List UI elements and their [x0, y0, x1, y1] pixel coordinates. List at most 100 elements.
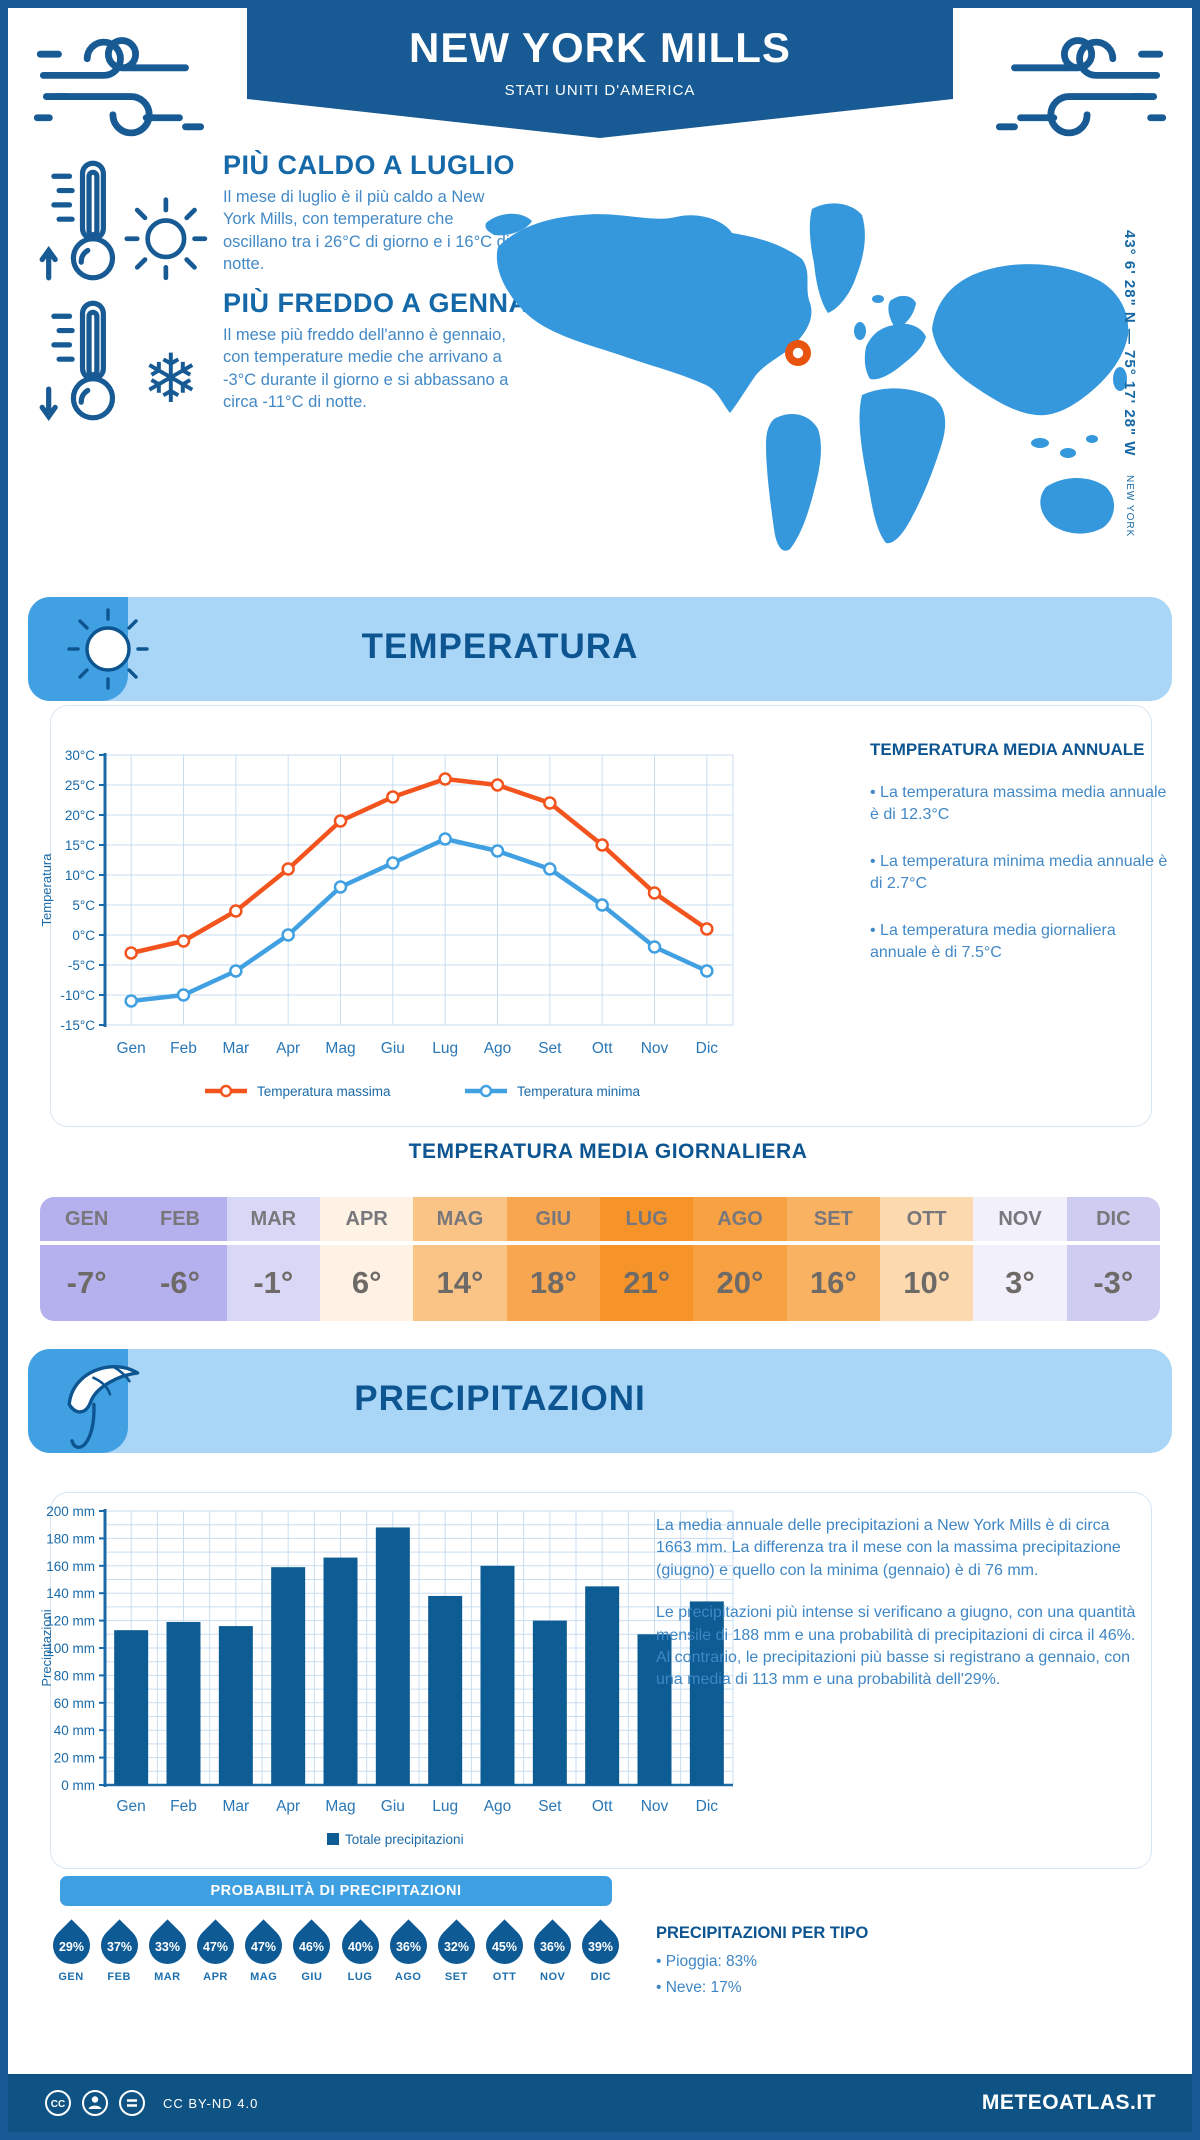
droplet-value: 33%	[154, 1940, 180, 1954]
droplet-value: 29%	[58, 1940, 84, 1954]
svg-text:Ago: Ago	[484, 1798, 512, 1815]
title-ribbon: NEW YORK MILLS STATI UNITI D'AMERICA	[247, 8, 953, 138]
svg-text:Temperatura minima: Temperatura minima	[517, 1084, 641, 1099]
thermometer-up-icon	[39, 160, 116, 281]
droplet-month: FEB	[107, 1971, 131, 1983]
precipitation-type-panel: PRECIPITAZIONI PER TIPO • Pioggia: 83% •…	[656, 1924, 1076, 2005]
svg-text:Apr: Apr	[276, 1040, 300, 1057]
page-title: NEW YORK MILLS	[409, 24, 791, 71]
thermometer-down-icon	[39, 300, 116, 421]
table-month-cell: AGO	[693, 1197, 787, 1241]
svg-text:Mar: Mar	[222, 1040, 249, 1057]
precipitation-banner: PRECIPITAZIONI	[28, 1349, 1172, 1453]
svg-text:5°C: 5°C	[72, 898, 95, 913]
temperature-bullet: • La temperatura minima media annuale è …	[870, 852, 1168, 893]
svg-text:Lug: Lug	[432, 1040, 458, 1057]
svg-text:200 mm: 200 mm	[46, 1504, 95, 1519]
temperature-annual-title: TEMPERATURA MEDIA ANNUALE	[870, 740, 1145, 759]
svg-text:100 mm: 100 mm	[46, 1641, 95, 1656]
table-value-cell: 18°	[506, 1245, 600, 1321]
droplet-icon: 32%	[430, 1919, 483, 1972]
sun-icon	[124, 197, 208, 281]
svg-text:20 mm: 20 mm	[54, 1751, 95, 1766]
warm-text: Il mese di luglio è il più caldo a New Y…	[223, 188, 510, 273]
droplet-icon: 39%	[574, 1919, 628, 1972]
precipitation-paragraph: Le precipitazioni più intense si verific…	[656, 1604, 1136, 1689]
svg-text:20°C: 20°C	[65, 808, 95, 823]
droplet-value: 39%	[588, 1940, 614, 1954]
droplet-icon: 40%	[333, 1919, 387, 1972]
table-month-cell: NOV	[973, 1197, 1067, 1241]
table-value-cell: 10°	[880, 1245, 974, 1321]
droplet-icon: 29%	[44, 1919, 98, 1972]
svg-text:Gen: Gen	[117, 1798, 146, 1815]
svg-text:Gen: Gen	[117, 1040, 146, 1057]
table-month-cell: APR	[320, 1197, 414, 1241]
droplet-month: MAG	[250, 1971, 278, 1983]
table-month-cell: MAR	[226, 1197, 320, 1241]
droplet-value: 36%	[540, 1940, 566, 1954]
umbrella-banner-icon	[67, 1364, 140, 1449]
table-value-cell: 6°	[320, 1245, 414, 1321]
droplet-value: 47%	[251, 1940, 277, 1954]
svg-text:Ott: Ott	[592, 1798, 613, 1815]
svg-text:80 mm: 80 mm	[54, 1668, 95, 1683]
droplet-month: NOV	[540, 1971, 566, 1983]
droplet-icon: 37%	[93, 1919, 146, 1972]
table-month-cell: GEN	[40, 1197, 134, 1241]
table-value-cell: 16°	[786, 1245, 880, 1321]
precipitation-type-item: • Pioggia: 83%	[656, 1953, 758, 1970]
cc-icon: CC	[45, 2090, 71, 2116]
droplet-icon: 36%	[382, 1919, 435, 1972]
probability-header: PROBABILITÀ DI PRECIPITAZIONI	[60, 1876, 612, 1906]
temperature-daily-title: TEMPERATURA MEDIA GIORNALIERA	[408, 1140, 808, 1163]
probability-drop-item: 29% GEN	[44, 1912, 98, 1983]
probability-drop-item: 37% FEB	[93, 1912, 146, 1983]
page-subtitle: STATI UNITI D'AMERICA	[504, 82, 696, 99]
table-value-cell: -7°	[40, 1245, 134, 1321]
droplet-month: AGO	[394, 1971, 422, 1983]
svg-text:Nov: Nov	[641, 1040, 669, 1057]
svg-text:10°C: 10°C	[65, 868, 95, 883]
droplet-month: APR	[203, 1971, 228, 1983]
warm-icon-group	[38, 158, 213, 288]
svg-text:140 mm: 140 mm	[46, 1586, 95, 1601]
cold-icon-group: ❄	[38, 298, 213, 428]
svg-text:Set: Set	[538, 1040, 562, 1057]
table-value-cell: 21°	[600, 1245, 694, 1321]
svg-text:Ott: Ott	[592, 1040, 613, 1057]
svg-text:160 mm: 160 mm	[46, 1559, 95, 1574]
svg-text:Temperatura massima: Temperatura massima	[257, 1084, 391, 1099]
droplet-value: 37%	[106, 1940, 132, 1954]
precipitation-paragraph: La media annuale delle precipitazioni a …	[656, 1517, 1121, 1579]
droplet-icon: 47%	[189, 1919, 242, 1972]
table-month-cell: DIC	[1066, 1197, 1160, 1241]
table-value-cell: -3°	[1066, 1245, 1160, 1321]
table-month-cell: GIU	[506, 1197, 600, 1241]
site-link[interactable]: METEOATLAS.IT	[981, 2091, 1156, 2114]
droplet-icon: 46%	[285, 1919, 339, 1972]
temperature-section-title: TEMPERATURA	[361, 627, 639, 666]
table-month-cell: OTT	[880, 1197, 974, 1241]
table-value-cell: 14°	[413, 1245, 507, 1321]
svg-text:Giu: Giu	[381, 1040, 405, 1057]
cold-title: PIÙ FREDDO A GENNAIO	[223, 288, 559, 318]
svg-text:180 mm: 180 mm	[46, 1531, 95, 1546]
droplet-icon: 45%	[478, 1919, 531, 1972]
droplet-value: 32%	[443, 1940, 469, 1954]
svg-text:0 mm: 0 mm	[61, 1778, 95, 1793]
svg-text:15°C: 15°C	[65, 838, 95, 853]
wind-icon	[995, 37, 1167, 137]
table-value-cell: 20°	[693, 1245, 787, 1321]
svg-text:60 mm: 60 mm	[54, 1696, 95, 1711]
cold-text: Il mese più freddo dell'anno è gennaio, …	[223, 326, 509, 411]
svg-text:40 mm: 40 mm	[54, 1723, 95, 1738]
license-group[interactable]: CC CC BY-ND 4.0	[44, 2089, 258, 2117]
precipitation-text-panel: La media annuale delle precipitazioni a …	[656, 1515, 1138, 1712]
probability-drop-item: 36% NOV	[526, 1912, 579, 1983]
table-month-cell: SET	[786, 1197, 880, 1241]
probability-drop-item: 45% OTT	[478, 1912, 531, 1983]
droplet-month: GEN	[58, 1971, 84, 1983]
svg-text:Feb: Feb	[170, 1798, 197, 1815]
droplet-month: OTT	[492, 1971, 517, 1983]
